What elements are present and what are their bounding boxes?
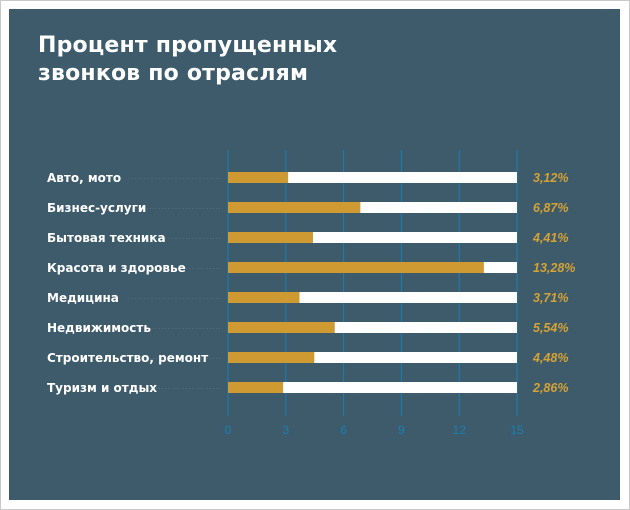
bar-track [228, 232, 517, 243]
value-label: 6,87% [533, 201, 568, 215]
category-label: Медицина [47, 291, 119, 305]
value-label: 3,71% [533, 291, 568, 305]
bar [228, 202, 361, 213]
bar-track [228, 382, 517, 393]
bar [228, 322, 335, 333]
category-label: Бытовая техника [47, 231, 166, 245]
bar-track [228, 172, 517, 183]
bar-track [228, 322, 517, 333]
bar-track [228, 352, 517, 363]
chart-title: Процент пропущенных звонков по отраслям [38, 32, 458, 88]
x-tick-label: 15 [510, 423, 524, 437]
title-line-1: Процент пропущенных [38, 33, 338, 58]
bars [228, 172, 517, 393]
category-label: Строительство, ремонт [47, 351, 208, 365]
title-line-2: звонков по отраслям [38, 61, 309, 86]
x-tick-label: 0 [225, 423, 232, 437]
bar-track [228, 292, 517, 303]
bar [228, 172, 289, 183]
bar [228, 262, 484, 273]
value-label: 5,54% [533, 321, 568, 335]
x-tick-label: 9 [398, 423, 405, 437]
category-labels: Авто, мото 3,12% Бизнес-услуги 6,87% Бытовая… [47, 171, 575, 395]
bar [228, 292, 300, 303]
bar [228, 352, 315, 363]
value-label: 4,48% [532, 351, 568, 365]
chart-panel [9, 9, 620, 500]
value-label: 3,12% [533, 171, 568, 185]
category-label: Бизнес-услуги [47, 201, 146, 215]
bar-chart: Авто, мото 3,12% Бизнес-услуги 6,87% Бытовая… [47, 150, 575, 437]
x-tick-label: 12 [453, 423, 467, 437]
bar-track [228, 202, 517, 213]
category-label: Недвижимость [47, 321, 151, 335]
category-label: Авто, мото [47, 171, 121, 185]
category-label: Красота и здоровье [47, 261, 186, 275]
bar [228, 232, 313, 243]
value-label: 2,86% [532, 381, 568, 395]
x-axis-ticks: 0 3 6 9 12 15 [225, 423, 524, 437]
x-tick-label: 6 [340, 423, 347, 437]
bar [228, 382, 284, 393]
x-tick-label: 3 [282, 423, 289, 437]
value-label: 13,28% [533, 261, 575, 275]
grid-lines [129, 150, 518, 416]
value-label: 4,41% [532, 231, 568, 245]
category-label: Туризм и отдых [47, 381, 157, 395]
